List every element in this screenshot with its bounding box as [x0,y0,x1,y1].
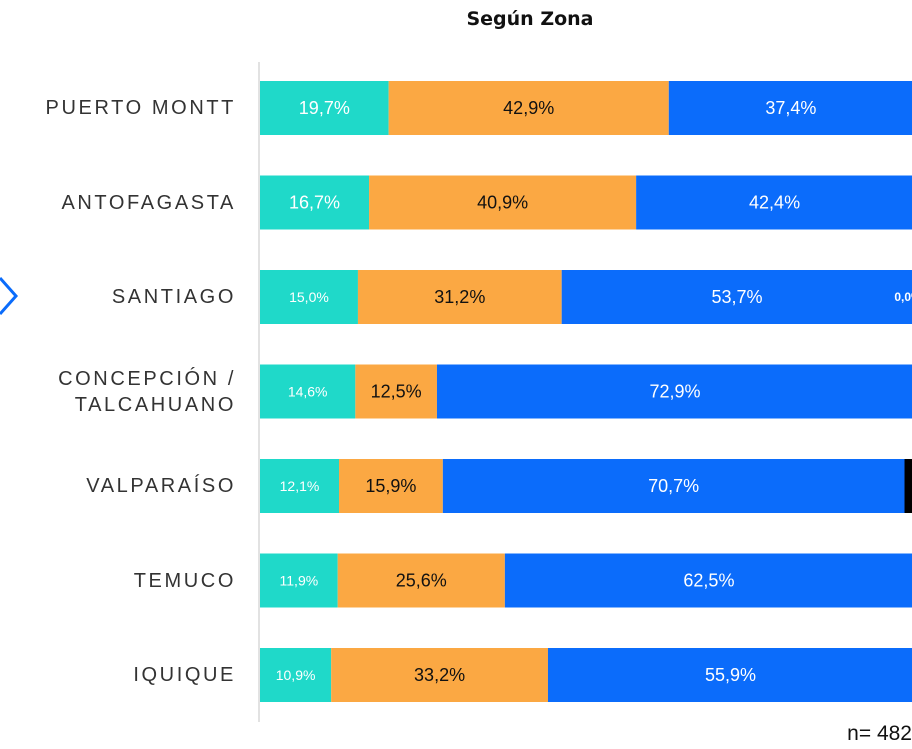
value-label: 55,9% [705,665,756,685]
bar-segment [260,175,370,230]
category-label: CONCEPCIÓN / TALCAHUANO [58,367,236,416]
bar-segment [260,459,340,513]
value-label: 16,7% [289,193,340,213]
value-label: 72,9% [649,382,700,402]
value-label: 12,5% [371,382,422,402]
bar-segment [547,648,912,702]
bar-segment [260,364,356,419]
bar-segment [636,175,912,230]
bar-segment [260,648,332,702]
bar-segment [442,459,905,513]
bar-segment [668,81,912,135]
category-label: VALPARAÍSO [86,475,236,497]
bar-segment [260,270,358,324]
value-label: 19,7% [299,98,350,118]
category-label: ANTOFAGASTA [61,191,236,214]
value-label: 15,0% [289,289,329,305]
chevron [0,277,19,315]
value-label: 62,5% [683,571,734,591]
bar-segment [561,270,912,324]
value-label: 11,9% [280,573,319,589]
category-label: PUERTO MONTT [45,97,236,119]
bar-segment [260,81,389,135]
category-label: SANTIAGO [111,286,236,308]
value-label: 42,4% [749,193,800,213]
bar-segment [388,81,669,135]
bar-segment [337,553,505,608]
value-label: 0,0% [894,290,912,304]
bar-segment [339,459,443,513]
value-label: 37,4% [765,98,816,118]
value-label: 42,9% [503,98,554,118]
bar-segment [355,364,437,419]
sample-note: n= 482 [847,722,912,745]
value-label: 10,9% [276,667,316,683]
bar-segment [260,553,338,608]
bar-segment [904,459,912,513]
category-label: IQUIQUE [133,664,236,686]
bar-segment [357,270,562,324]
value-label: 70,7% [648,476,699,496]
value-label: 15,9% [365,476,416,496]
value-label: 25,6% [396,571,447,591]
category-label: TEMUCO [133,569,236,592]
value-label: 12,1% [280,478,320,494]
bar-segment [436,364,912,419]
value-label: 53,7% [711,287,762,307]
chart-title: Según Zona [466,8,594,30]
value-label: 33,2% [414,665,465,685]
bar-segment [331,648,548,702]
bar-segment [504,553,912,608]
value-label: 40,9% [477,193,528,213]
bar-segment [369,175,637,230]
value-label: 31,2% [434,287,485,307]
value-label: 14,6% [288,384,328,400]
